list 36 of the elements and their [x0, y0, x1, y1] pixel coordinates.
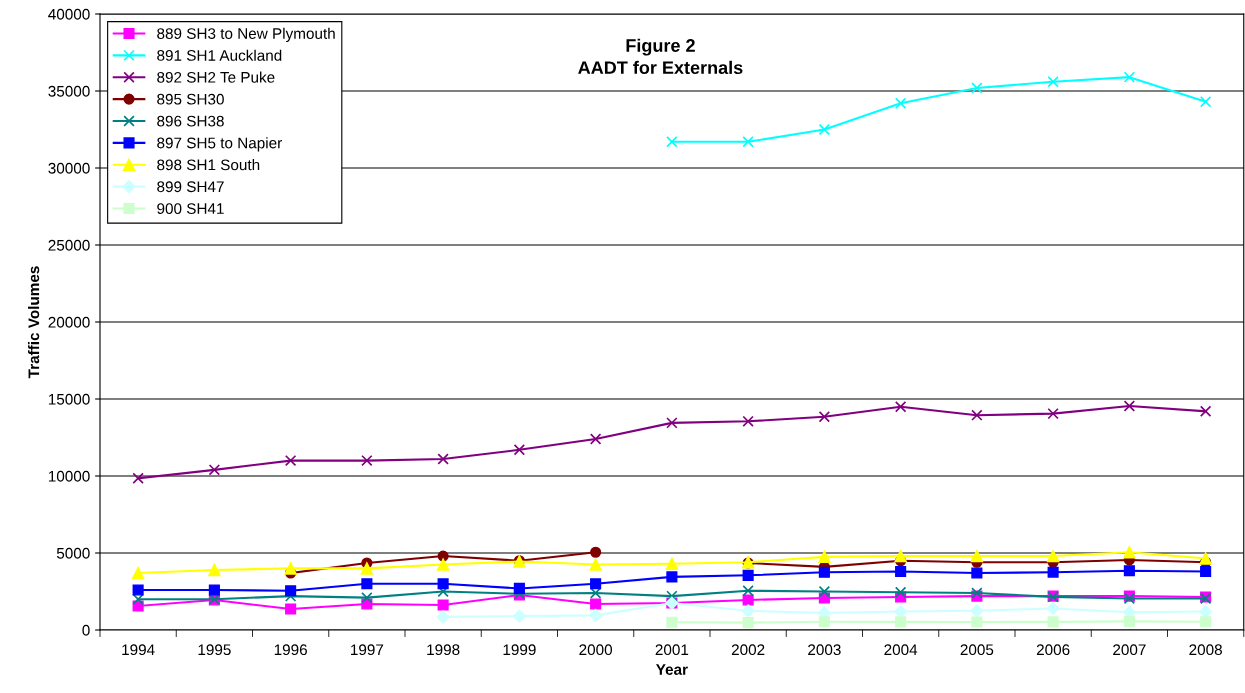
y-tick-label: 10000 [48, 470, 90, 482]
x-tick-label: 2003 [808, 644, 841, 656]
x-tick-label: 2002 [731, 644, 765, 656]
x-tick-label: 2005 [960, 644, 994, 656]
x-tick-label: 2000 [579, 644, 613, 656]
legend-label: 898 SH1 South [157, 159, 260, 171]
legend-label: 892 SH2 Te Puke [157, 71, 275, 83]
legend-label: 896 SH38 [157, 115, 224, 127]
x-tick-label: 1999 [503, 644, 536, 656]
y-tick-label: 15000 [48, 393, 90, 405]
legend-label: 897 SH5 to Napier [157, 137, 282, 152]
legend-label: 889 SH3 to New Plymouth [157, 27, 335, 42]
y-tick-label: 0 [82, 624, 90, 636]
y-tick-label: 5000 [56, 547, 90, 559]
x-tick-label: 1995 [198, 644, 231, 656]
x-tick-label: 1998 [427, 644, 460, 656]
y-axis-title: Traffic Volumes [28, 266, 40, 379]
y-tick-label: 40000 [48, 8, 90, 20]
x-tick-label: 1996 [274, 644, 307, 656]
legend-label: 891 SH1 Auckland [157, 49, 282, 61]
y-tick-label: 30000 [48, 162, 90, 174]
y-tick-label: 25000 [48, 239, 90, 251]
legend-label: 900 SH41 [157, 203, 224, 215]
x-tick-label: 2004 [884, 644, 918, 656]
text: Figure 2 AADT for Externals [578, 38, 743, 75]
x-axis-title: Year [655, 664, 688, 675]
y-tick-label: 20000 [48, 316, 90, 328]
legend-label: 895 SH30 [157, 93, 224, 105]
x-tick-label: 1997 [351, 644, 384, 656]
y-tick-label: 35000 [48, 85, 90, 97]
x-tick-label: 2008 [1189, 644, 1222, 656]
legend-label: 899 SH47 [157, 181, 224, 193]
x-tick-label: 2001 [655, 644, 689, 656]
x-tick-label: 2007 [1113, 644, 1146, 656]
x-tick-label: 2006 [1036, 644, 1070, 656]
x-tick-label: 1994 [122, 644, 155, 656]
